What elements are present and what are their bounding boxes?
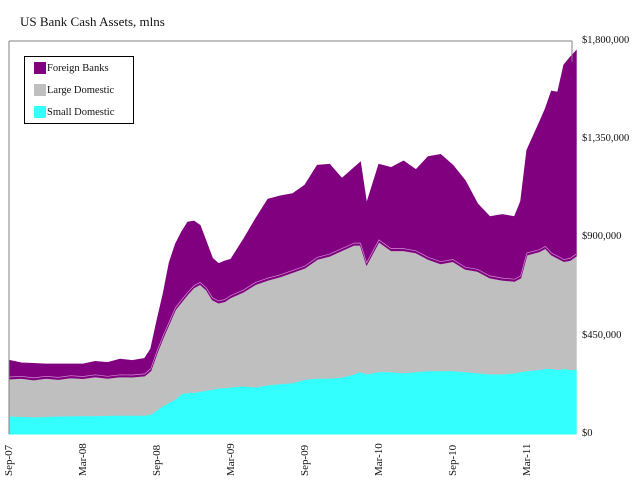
legend-label: Foreign Banks: [47, 62, 109, 74]
area-layers: [8, 49, 577, 435]
legend: Foreign Banks Large Domestic Small Domes…: [24, 56, 134, 124]
legend-swatch-foreign-banks: [34, 62, 46, 74]
area-foreign-banks: [8, 49, 577, 381]
x-tick-label: Mar-10: [372, 443, 385, 476]
x-tick-label: Sep-07: [3, 444, 15, 476]
x-tick-label: Mar-08: [76, 443, 89, 476]
legend-swatch-large-domestic: [34, 84, 46, 96]
legend-label: Small Domestic: [47, 106, 115, 118]
legend-item-foreign-banks: Foreign Banks: [34, 61, 109, 75]
x-tick-label: Sep-08: [150, 444, 163, 476]
y-tick-label: $1,800,000: [582, 35, 630, 46]
chart-title: US Bank Cash Assets, mlns: [20, 14, 165, 29]
legend-item-large-domestic: Large Domestic: [34, 83, 114, 97]
legend-label: Large Domestic: [47, 84, 115, 96]
x-tick-label: Mar-11: [520, 443, 533, 476]
series-boundary-line: [8, 239, 577, 379]
y-tick-label: $900,000: [582, 231, 622, 242]
y-tick-label: $450,000: [582, 330, 622, 341]
y-tick-label: $0: [582, 428, 593, 439]
legend-item-small-domestic: Small Domestic: [34, 105, 114, 119]
x-tick-label: Mar-09: [224, 443, 237, 476]
legend-swatch-small-domestic: [34, 106, 46, 118]
x-tick-label: Sep-10: [446, 444, 459, 476]
x-tick-label: Sep-09: [298, 444, 311, 476]
y-tick-label: $1,350,000: [582, 133, 630, 144]
